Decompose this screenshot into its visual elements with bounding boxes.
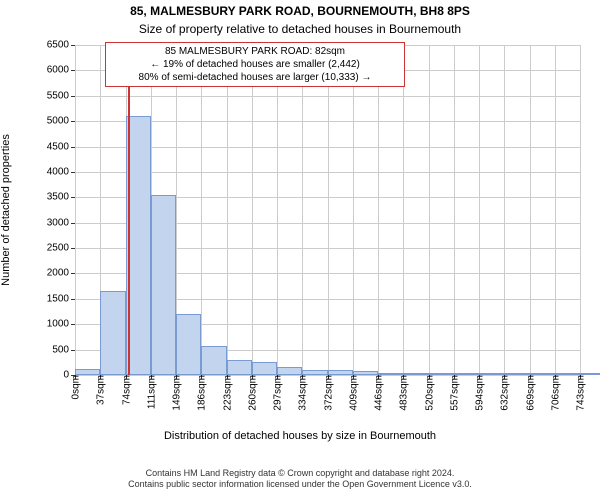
info-box-line: 85 MALMESBURY PARK ROAD: 82sqm <box>112 45 398 58</box>
x-tick-label: 557sqm <box>447 375 460 411</box>
gridline-v <box>328 45 329 375</box>
y-axis-title: Number of detached properties <box>0 45 12 375</box>
gridline-v <box>530 45 531 375</box>
x-tick-label: 594sqm <box>473 375 486 411</box>
histogram-bar <box>328 370 353 375</box>
x-tick-label: 446sqm <box>372 375 385 411</box>
gridline-v <box>454 45 455 375</box>
chart-container: 85, MALMESBURY PARK ROAD, BOURNEMOUTH, B… <box>0 0 600 500</box>
chart-title-line2: Size of property relative to detached ho… <box>0 22 600 36</box>
gridline-v <box>302 45 303 375</box>
gridline-v <box>252 45 253 375</box>
info-box-line: 80% of semi-detached houses are larger (… <box>112 71 398 84</box>
histogram-bar <box>504 373 529 375</box>
gridline-v <box>429 45 430 375</box>
histogram-bar <box>277 367 302 375</box>
x-tick-label: 743sqm <box>574 375 587 411</box>
footer-text: Contains HM Land Registry data © Crown c… <box>0 468 600 490</box>
histogram-bar <box>252 362 277 375</box>
x-tick-label: 74sqm <box>119 375 132 405</box>
x-tick-label: 632sqm <box>498 375 511 411</box>
x-tick-label: 149sqm <box>170 375 183 411</box>
histogram-bar <box>302 370 327 375</box>
gridline-v <box>504 45 505 375</box>
histogram-bar <box>227 360 252 375</box>
x-axis-title: Distribution of detached houses by size … <box>0 430 600 442</box>
histogram-bar <box>403 373 428 375</box>
histogram-bar <box>454 373 479 375</box>
histogram-bar <box>176 314 201 375</box>
histogram-bar <box>201 346 226 375</box>
x-tick-label: 260sqm <box>245 375 258 411</box>
x-tick-label: 483sqm <box>397 375 410 411</box>
x-tick-label: 409sqm <box>346 375 359 411</box>
histogram-bar <box>479 373 504 375</box>
histogram-bar <box>100 291 125 375</box>
x-tick-label: 334sqm <box>296 375 309 411</box>
histogram-bar <box>151 195 176 375</box>
y-tick-label: 1500 <box>47 293 75 304</box>
histogram-bar <box>555 373 580 375</box>
y-tick-label: 1000 <box>47 319 75 330</box>
x-tick-label: 520sqm <box>422 375 435 411</box>
gridline-v <box>403 45 404 375</box>
y-tick-label: 5500 <box>47 90 75 101</box>
footer-line: Contains HM Land Registry data © Crown c… <box>0 468 600 479</box>
y-tick-label: 6500 <box>47 40 75 51</box>
y-tick-label: 2500 <box>47 243 75 254</box>
x-tick-label: 297sqm <box>271 375 284 411</box>
histogram-bar <box>353 371 378 375</box>
histogram-bar <box>580 373 600 375</box>
y-tick-label: 4500 <box>47 141 75 152</box>
y-tick-label: 2000 <box>47 268 75 279</box>
y-tick-label: 4000 <box>47 166 75 177</box>
x-tick-label: 111sqm <box>144 375 157 409</box>
gridline-v <box>353 45 354 375</box>
y-tick-label: 6000 <box>47 65 75 76</box>
x-tick-label: 0sqm <box>69 375 82 399</box>
x-tick-label: 223sqm <box>220 375 233 411</box>
histogram-bar <box>75 369 100 375</box>
chart-title-line1: 85, MALMESBURY PARK ROAD, BOURNEMOUTH, B… <box>0 4 600 18</box>
histogram-bar <box>530 373 555 375</box>
x-tick-label: 37sqm <box>94 375 107 405</box>
y-tick-label: 500 <box>52 344 75 355</box>
plot-area: 0500100015002000250030003500400045005000… <box>75 45 580 375</box>
marker-line <box>128 45 130 375</box>
gridline-v <box>277 45 278 375</box>
info-box: 85 MALMESBURY PARK ROAD: 82sqm← 19% of d… <box>105 42 405 87</box>
gridline-v <box>479 45 480 375</box>
x-tick-label: 706sqm <box>548 375 561 411</box>
x-tick-label: 186sqm <box>195 375 208 411</box>
x-tick-label: 669sqm <box>523 375 536 411</box>
gridline-v <box>75 45 76 375</box>
gridline-v <box>378 45 379 375</box>
gridline-v <box>227 45 228 375</box>
info-box-line: ← 19% of detached houses are smaller (2,… <box>112 58 398 71</box>
gridline-v <box>555 45 556 375</box>
x-tick-label: 372sqm <box>321 375 334 411</box>
histogram-bar <box>429 373 454 375</box>
histogram-bar <box>378 373 403 375</box>
y-tick-label: 5000 <box>47 116 75 127</box>
footer-line: Contains public sector information licen… <box>0 479 600 490</box>
gridline-v <box>201 45 202 375</box>
y-tick-label: 3500 <box>47 192 75 203</box>
gridline-v <box>580 45 581 375</box>
y-tick-label: 3000 <box>47 217 75 228</box>
